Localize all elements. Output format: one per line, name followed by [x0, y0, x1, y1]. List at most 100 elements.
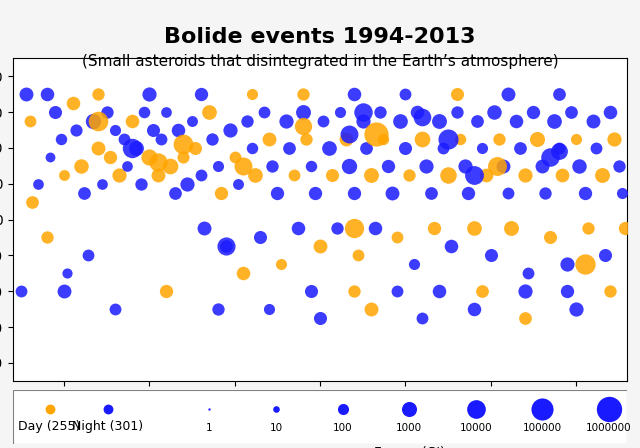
Point: [340, 135, 351, 142]
Text: 1: 1: [206, 423, 212, 433]
Point: [358, 117, 368, 125]
Point: [187, 117, 197, 125]
Text: Bolide events 1994-2013: Bolide events 1994-2013: [164, 27, 476, 47]
Point: [400, 90, 410, 98]
Point: [605, 108, 615, 116]
Point: [93, 117, 103, 125]
Point: [566, 108, 576, 116]
Point: [144, 153, 154, 160]
Point: [195, 171, 205, 178]
Point: [307, 162, 317, 169]
Point: [139, 108, 149, 116]
Text: 10000: 10000: [460, 423, 492, 433]
Point: [605, 288, 615, 295]
Point: [241, 117, 252, 125]
Point: [255, 234, 266, 241]
Point: [110, 306, 120, 313]
Point: [371, 130, 381, 137]
Point: [315, 314, 325, 322]
Point: [118, 135, 129, 142]
Point: [620, 225, 630, 232]
Point: [554, 148, 564, 155]
Point: [489, 108, 499, 116]
Point: [298, 90, 308, 98]
Point: [358, 108, 368, 116]
Point: [136, 180, 146, 187]
Point: [103, 405, 113, 412]
Point: [25, 117, 35, 125]
Point: [520, 314, 530, 322]
Point: [604, 405, 614, 412]
Point: [51, 108, 61, 116]
Point: [225, 126, 235, 134]
Point: [443, 171, 453, 178]
Point: [79, 189, 90, 196]
Text: Day (255): Day (255): [19, 420, 81, 433]
Point: [502, 189, 513, 196]
Point: [179, 153, 189, 160]
Point: [548, 117, 559, 125]
Point: [67, 99, 77, 107]
Point: [26, 198, 36, 205]
Point: [400, 144, 410, 151]
Text: Night (301): Night (301): [72, 420, 143, 433]
Point: [420, 162, 431, 169]
Text: Energy (GJ): Energy (GJ): [374, 446, 445, 448]
Point: [102, 108, 112, 116]
Point: [374, 108, 385, 116]
Point: [472, 117, 482, 125]
Point: [497, 162, 508, 169]
Text: 1000: 1000: [396, 423, 422, 433]
Point: [59, 171, 69, 178]
Point: [233, 180, 243, 187]
Point: [56, 135, 66, 142]
Point: [212, 162, 223, 169]
Text: (Small asteroids that disintegrated in the Earth’s atmosphere): (Small asteroids that disintegrated in t…: [82, 54, 558, 69]
Point: [71, 126, 81, 134]
Point: [315, 243, 325, 250]
Point: [272, 189, 282, 196]
Point: [392, 288, 402, 295]
Point: [97, 180, 107, 187]
Point: [127, 117, 138, 125]
Point: [259, 108, 269, 116]
Point: [335, 108, 346, 116]
Point: [563, 288, 573, 295]
Point: [609, 135, 619, 142]
Point: [212, 306, 223, 313]
Text: 10: 10: [269, 423, 282, 433]
Point: [470, 405, 481, 412]
Point: [264, 306, 274, 313]
Point: [33, 180, 44, 187]
Point: [571, 135, 581, 142]
Point: [579, 261, 589, 268]
Point: [361, 144, 371, 151]
Point: [545, 234, 556, 241]
Point: [404, 405, 414, 412]
Point: [307, 288, 317, 295]
Point: [62, 270, 72, 277]
Point: [383, 162, 394, 169]
Point: [486, 252, 496, 259]
Point: [170, 189, 180, 196]
Point: [207, 135, 218, 142]
Point: [366, 171, 376, 178]
Point: [323, 144, 333, 151]
Point: [173, 126, 184, 134]
Point: [42, 90, 52, 98]
Point: [221, 243, 231, 250]
Point: [156, 135, 166, 142]
Point: [515, 144, 525, 151]
Point: [523, 270, 533, 277]
Point: [369, 225, 380, 232]
Point: [532, 135, 542, 142]
Point: [190, 144, 200, 151]
Point: [404, 171, 414, 178]
Point: [412, 108, 422, 116]
Point: [409, 261, 419, 268]
Point: [460, 162, 470, 169]
Point: [435, 117, 445, 125]
Point: [545, 153, 556, 160]
Point: [366, 306, 376, 313]
Point: [571, 306, 581, 313]
